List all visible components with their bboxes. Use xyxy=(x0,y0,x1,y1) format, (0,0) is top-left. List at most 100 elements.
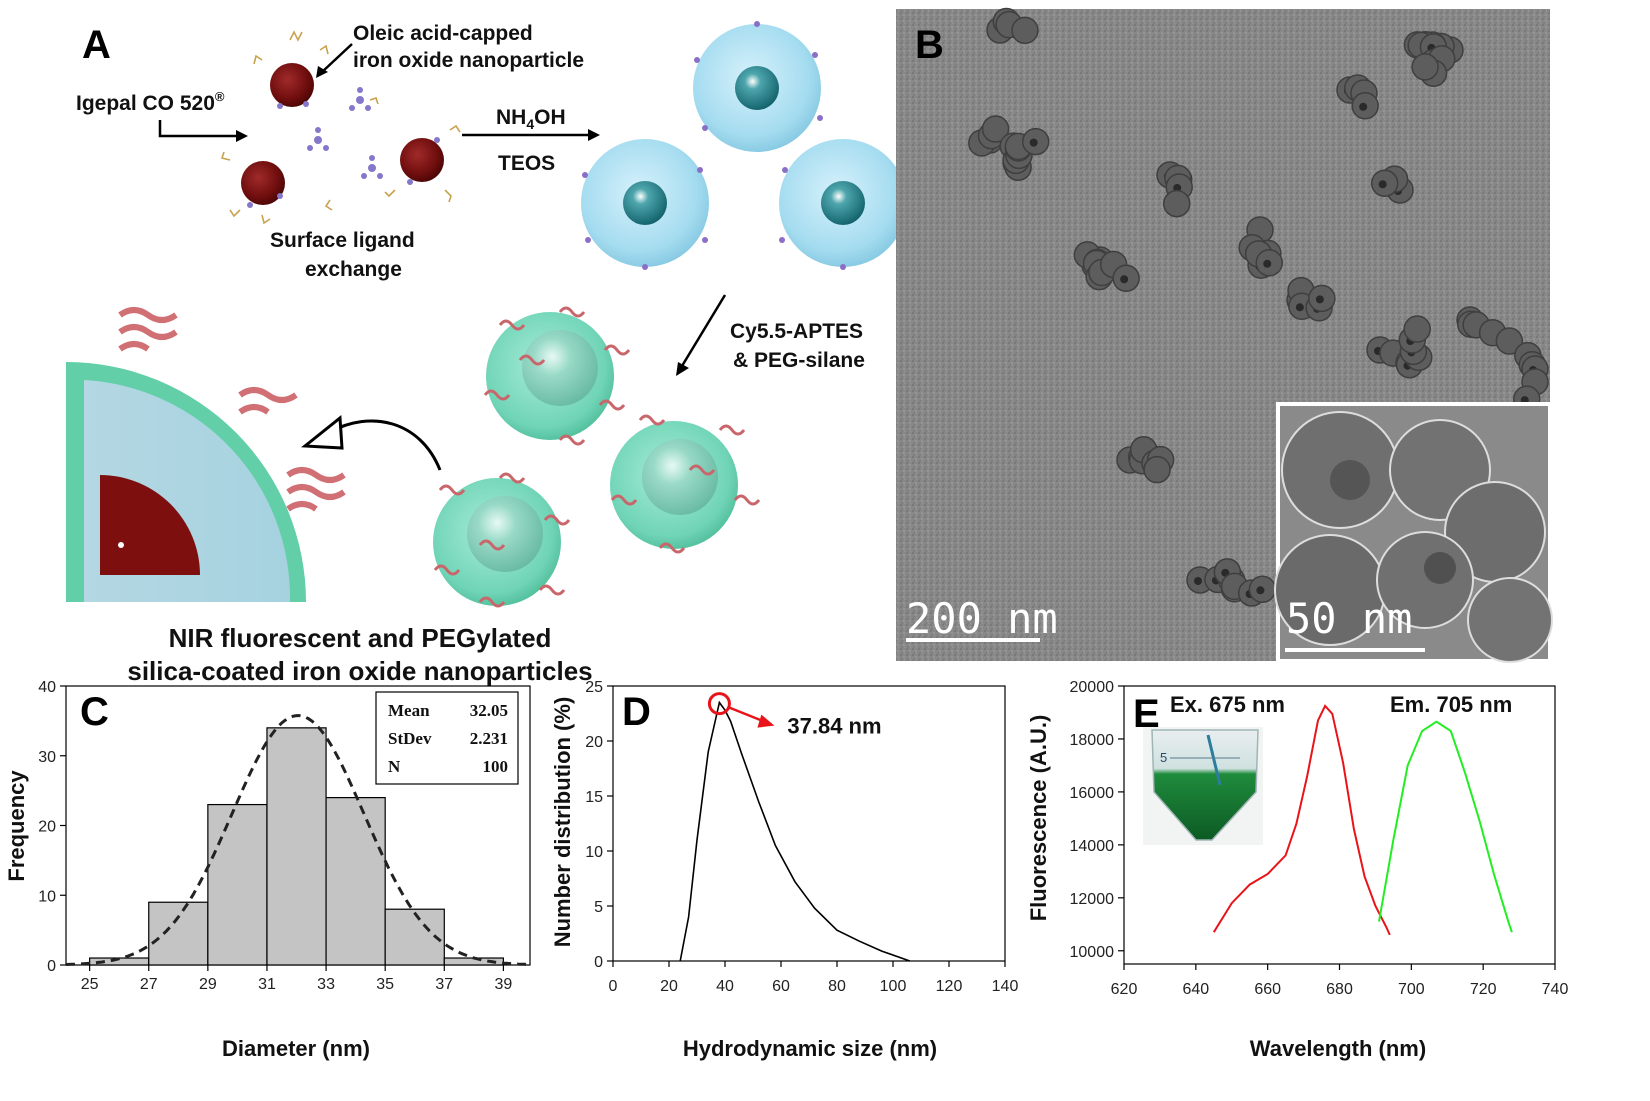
y-tick-label: 20 xyxy=(585,734,603,751)
panel-e-fluorescence: 620 640 660 680 700 720 740 10000 12000 14000 1600… xyxy=(1026,679,1568,1061)
panel-d-xlabel: Hydrodynamic size (nm) xyxy=(683,1036,937,1061)
panel-b-tem-image: B 200 nm 50 nm xyxy=(896,7,1553,663)
tem-particle-core xyxy=(1256,586,1265,595)
panel-e-excitation-label: Ex. 675 nm xyxy=(1170,692,1285,717)
tem-nanoparticle xyxy=(1011,16,1039,45)
tem-particle-core xyxy=(1378,180,1387,189)
panel-e-emission-line xyxy=(1378,720,1513,933)
panel-e-xlabel: Wavelength (nm) xyxy=(1250,1036,1426,1061)
x-tick-label: 20 xyxy=(660,978,678,995)
x-tick-label: 140 xyxy=(992,978,1019,995)
panel-c-axes: 25 27 29 31 33 35 37 39 0 10 20 30 40 xyxy=(38,679,512,993)
x-tick-label: 120 xyxy=(936,978,963,995)
tem-particle-core xyxy=(1120,275,1129,284)
y-tick-label: 12000 xyxy=(1070,891,1115,908)
panel-d-letter: D xyxy=(622,690,651,734)
y-tick-label: 30 xyxy=(38,749,56,766)
tem-particle-core xyxy=(1173,183,1182,192)
silica-coated-particle xyxy=(693,24,821,152)
panel-d-axes: 0 20 40 60 80 100 120 140 0 5 10 15 20 25 xyxy=(585,679,1018,995)
tem-particle-core xyxy=(1194,577,1202,585)
x-tick-label: 27 xyxy=(140,976,158,993)
oleic-acid-ligands xyxy=(220,30,461,225)
iron-oxide-core xyxy=(400,138,444,182)
x-tick-label: 80 xyxy=(828,978,846,995)
panel-c-letter: C xyxy=(80,690,109,734)
tem-nanoparticle xyxy=(1403,315,1431,343)
tem-particle-core xyxy=(1295,303,1304,312)
y-tick-label: 5 xyxy=(594,899,603,916)
iron-oxide-core xyxy=(241,161,285,205)
panel-e-emission-label: Em. 705 nm xyxy=(1390,692,1512,717)
cy55-peg-coils xyxy=(433,306,761,608)
oleic-pointer-arrow xyxy=(321,43,353,73)
label-teos: TEOS xyxy=(498,152,555,175)
x-tick-label: 660 xyxy=(1254,981,1281,998)
label-ligand-line2: exchange xyxy=(305,258,402,281)
panel-d-peak-arrowhead xyxy=(757,714,775,728)
tem-nanoparticle xyxy=(1162,189,1191,218)
panel-c-stats-box xyxy=(375,691,519,785)
panel-b-letter: B xyxy=(915,23,944,67)
stat-n-value: 100 xyxy=(483,757,509,776)
x-tick-label: 25 xyxy=(81,976,99,993)
panel-d-distribution-line xyxy=(679,700,911,962)
histogram-bar xyxy=(325,796,386,966)
y-tick-label: 18000 xyxy=(1070,732,1115,749)
label-nh4oh: NH4OH xyxy=(496,106,566,132)
tem-nanoparticle xyxy=(1143,455,1171,484)
x-tick-label: 33 xyxy=(317,976,335,993)
oleic-pointer-arrowhead xyxy=(316,66,328,78)
y-tick-label: 20 xyxy=(38,819,56,836)
pegylated-particle xyxy=(433,478,561,606)
stat-stdev-label: StDev xyxy=(388,729,432,748)
panel-c-ylabel: Frequency xyxy=(4,770,29,882)
zoom-curved-arrowhead xyxy=(300,415,344,450)
panel-c-xlabel: Diameter (nm) xyxy=(222,1036,370,1061)
y-tick-label: 14000 xyxy=(1070,838,1115,855)
panel-c-bars xyxy=(89,727,505,966)
iron-oxide-core xyxy=(270,63,314,107)
cutaway-peg-coils xyxy=(118,307,346,512)
y-tick-label: 25 xyxy=(585,679,603,696)
panel-e-axes: 620 640 660 680 700 720 740 10000 12000 14000 1600… xyxy=(1070,679,1569,998)
tem-inset-frame xyxy=(1276,402,1552,663)
x-tick-label: 100 xyxy=(880,978,907,995)
caption-line2: silica-coated iron oxide nanoparticles xyxy=(127,656,592,686)
tem-nanoparticle xyxy=(1495,327,1524,355)
label-ligand-line1: Surface ligand xyxy=(270,229,415,252)
vial-photo: 5 xyxy=(1143,727,1263,845)
igepal-micelles xyxy=(247,87,440,208)
tem-inset-particles xyxy=(1274,411,1553,663)
y-tick-label: 10000 xyxy=(1070,944,1115,961)
panel-d-plot-frame xyxy=(612,685,1006,962)
panel-c-size-histogram: 25 27 29 31 33 35 37 39 0 10 20 30 40 C Mean 32.05 S… xyxy=(4,679,531,1061)
x-tick-label: 31 xyxy=(258,976,276,993)
svg-text:5: 5 xyxy=(1160,750,1167,765)
x-tick-label: 740 xyxy=(1542,981,1569,998)
nh4oh-teos-arrowhead xyxy=(588,129,600,141)
igepal-arrowhead xyxy=(236,130,248,142)
tem-nanoparticle xyxy=(981,115,1010,143)
label-cy55-line1: Cy5.5-APTES xyxy=(730,320,863,343)
label-cy55-line2: & PEG-silane xyxy=(733,349,865,372)
pegylated-particle xyxy=(486,312,614,440)
x-tick-label: 0 xyxy=(609,978,618,995)
tem-nanoparticle xyxy=(1411,53,1439,81)
y-tick-label: 0 xyxy=(47,958,56,975)
panel-e-ylabel: Fluorescence (A.U.) xyxy=(1026,715,1051,922)
panel-c-normal-fit xyxy=(65,714,531,966)
caption-line1: NIR fluorescent and PEGylated xyxy=(169,623,552,653)
silica-coated-particle xyxy=(779,139,907,267)
label-oleic-line2: iron oxide nanoparticle xyxy=(353,49,584,72)
label-oleic-line1: Oleic acid-capped xyxy=(353,22,533,45)
panel-e-excitation-line xyxy=(1212,704,1391,936)
y-tick-label: 10 xyxy=(38,888,56,905)
y-tick-label: 10 xyxy=(585,844,603,861)
zoom-curved-arrow xyxy=(329,419,442,471)
stat-stdev-value: 2.231 xyxy=(470,729,508,748)
histogram-bar xyxy=(266,727,327,966)
tem-particle-core xyxy=(1029,138,1038,147)
